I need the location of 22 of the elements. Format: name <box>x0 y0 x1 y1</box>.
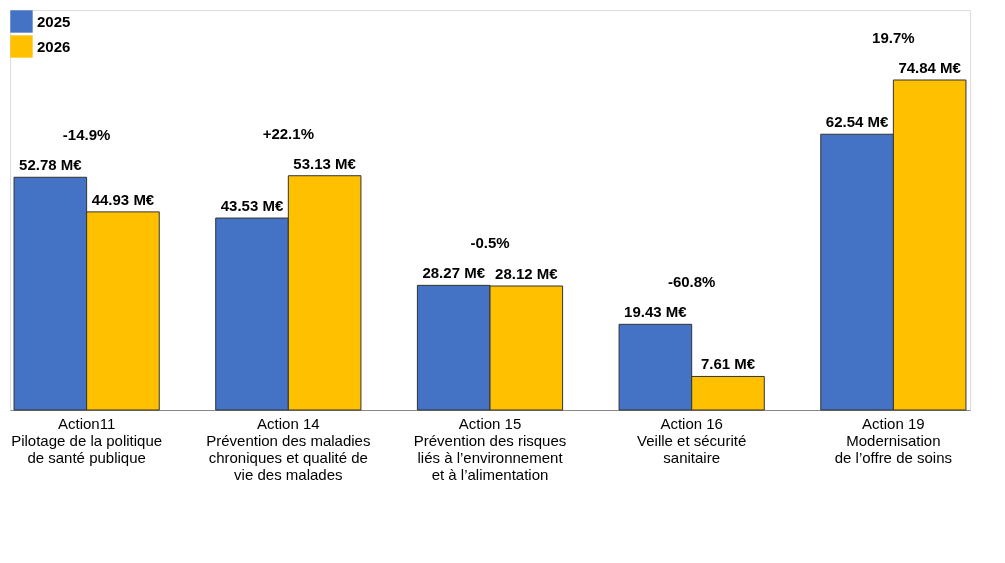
x-tick-label: Action 14 Prévention des maladies chroniques et qualité de vie des malades <box>206 414 371 483</box>
annotation: -14.9% <box>62 126 111 144</box>
data-label: 53.13 M€ <box>293 154 357 172</box>
x-tick-label: Action 19 Modernisation de l’offre de soins <box>834 414 953 466</box>
legend-label: 2025 <box>37 12 71 30</box>
data-label: 43.53 M€ <box>220 197 284 215</box>
data-label: 28.27 M€ <box>422 264 486 282</box>
data-label: 62.54 M€ <box>825 113 889 131</box>
x-tick-label: Action11 Pilotage de la politique de santé publique <box>11 414 163 466</box>
text: 19.7% <box>872 29 915 46</box>
annotation: +22.1% <box>262 124 314 142</box>
data-label: 74.84 M€ <box>898 59 962 76</box>
legend-label: 2026 <box>37 37 71 55</box>
data-label: 19.43 M€ <box>624 303 688 321</box>
data-label: 7.61 M€ <box>700 355 756 373</box>
annotation: -60.8% <box>667 273 716 291</box>
x-tick-label: Action 16 Veille et sécurité sanitaire <box>637 414 747 466</box>
x-tick-label: Action 15 Prévention des risques liés à l’environnement et à l’alimentation <box>413 414 567 483</box>
annotation: -0.5% <box>470 234 510 252</box>
data-label: 44.93 M€ <box>91 190 155 208</box>
data-label: 28.12 M€ <box>495 265 559 283</box>
data-label: 52.78 M€ <box>19 156 83 174</box>
